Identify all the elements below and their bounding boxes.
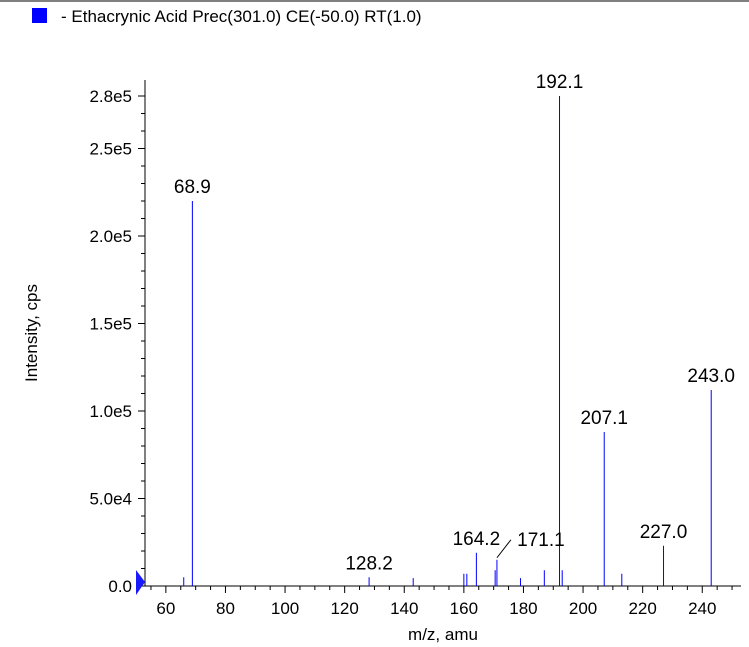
y-tick-label: 2.8e5	[89, 87, 132, 106]
x-tick-label: 60	[156, 599, 175, 618]
x-tick-label: 120	[330, 599, 358, 618]
y-tick-label: 1.0e5	[89, 402, 132, 421]
x-tick-label: 180	[509, 599, 537, 618]
x-tick-label: 200	[569, 599, 597, 618]
legend-label: - Ethacrynic Acid Prec(301.0) CE(-50.0) …	[61, 7, 422, 26]
peak-label: 171.1	[517, 530, 565, 551]
y-axis-ticks: 0.0 5.0e4 1.0e5 1.5e5 2.0e5 2.5e5 2.8e5	[89, 87, 145, 596]
peak-label: 164.2	[453, 529, 501, 550]
x-tick-label: 160	[450, 599, 478, 618]
peak-label: 227.0	[640, 522, 688, 543]
baseline-marker-icon	[136, 570, 145, 595]
x-tick-label: 140	[390, 599, 418, 618]
x-axis-ticks: 60 80 100 120 140 160 180 200 220 240	[150, 586, 733, 618]
peak-label: 68.9	[174, 177, 211, 198]
y-tick-label: 1.5e5	[89, 315, 132, 334]
peak-label: 243.0	[687, 366, 735, 387]
x-tick-label: 240	[688, 599, 716, 618]
label-leader-line	[496, 539, 512, 559]
x-axis-label: m/z, amu	[408, 625, 478, 644]
peak-label: 128.2	[345, 553, 393, 574]
y-tick-label: 5.0e4	[89, 490, 132, 509]
peak-lines	[183, 96, 712, 586]
peak-label: 207.1	[580, 408, 628, 429]
y-axis-label: Intensity, cps	[22, 284, 41, 382]
peak-label: 192.1	[536, 72, 584, 93]
y-tick-label: 0.0	[108, 577, 132, 596]
x-tick-label: 80	[216, 599, 235, 618]
y-tick-label: 2.0e5	[89, 227, 132, 246]
x-tick-label: 100	[271, 599, 299, 618]
y-tick-label: 2.5e5	[89, 140, 132, 159]
peak-labels: 68.9 128.2 164.2 171.1 192.1 207.1 227.0 243.0	[174, 72, 735, 574]
legend-swatch	[32, 8, 47, 23]
x-tick-label: 220	[628, 599, 656, 618]
